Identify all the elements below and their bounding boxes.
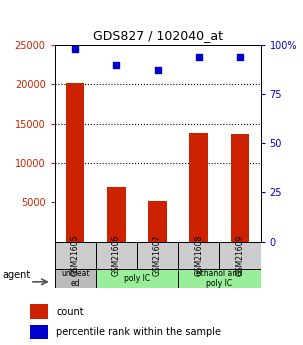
Point (73, 46, 78, 51)
Text: GSM21607: GSM21607 (153, 234, 162, 276)
Text: GSM21609: GSM21609 (235, 234, 245, 276)
Point (114, 62, 119, 67)
Point (196, 54, 201, 59)
Text: untreat
ed: untreat ed (61, 269, 89, 288)
Bar (66, 82, 85, 242)
Text: poly IC: poly IC (124, 274, 150, 283)
Text: agent: agent (3, 270, 31, 279)
Bar (55, 268, 96, 288)
Bar (148, 200, 167, 242)
Text: GSM21605: GSM21605 (71, 234, 80, 276)
Bar (219, 241, 261, 268)
Bar (30, 304, 48, 319)
Bar (178, 241, 219, 268)
Bar (231, 134, 249, 242)
Text: GSM21606: GSM21606 (112, 234, 121, 276)
Bar (189, 133, 208, 242)
Bar (107, 187, 126, 241)
Text: ethanol and
poly IC: ethanol and poly IC (196, 269, 242, 288)
Bar (137, 241, 178, 268)
Point (155, 68, 160, 73)
Text: percentile rank within the sample: percentile rank within the sample (56, 327, 221, 337)
Bar (30, 325, 48, 339)
Bar (96, 268, 178, 288)
Bar (178, 268, 261, 288)
Bar (96, 241, 137, 268)
Text: GSM21608: GSM21608 (194, 234, 203, 276)
Title: GDS827 / 102040_at: GDS827 / 102040_at (92, 29, 223, 42)
Point (238, 54, 242, 59)
Bar (55, 241, 96, 268)
Text: count: count (56, 307, 84, 317)
